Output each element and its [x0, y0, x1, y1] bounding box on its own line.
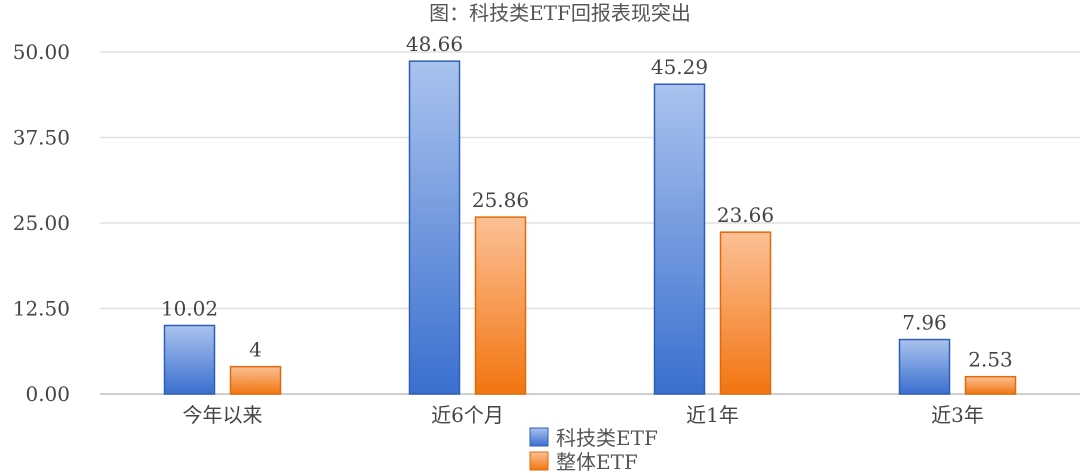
- y-tick-label: 25.00: [13, 211, 70, 235]
- data-label: 2.53: [968, 348, 1013, 372]
- y-tick-label: 0.00: [25, 382, 70, 406]
- bar-overall-etf: [474, 216, 527, 395]
- y-tick-label: 37.50: [13, 126, 70, 150]
- x-category-label: 近6个月: [431, 403, 504, 427]
- y-tick-label: 50.00: [13, 40, 70, 64]
- data-label: 4: [249, 338, 262, 362]
- data-label: 7.96: [902, 311, 947, 335]
- chart-title: 图：科技类ETF回报表现突出: [429, 1, 691, 25]
- x-category-label: 近3年: [931, 403, 984, 427]
- data-label: 48.66: [406, 32, 463, 56]
- data-label: 10.02: [161, 296, 218, 320]
- y-tick-label: 12.50: [13, 297, 70, 321]
- data-label: 23.66: [717, 203, 774, 227]
- legend-label-tech-etf: 科技类ETF: [556, 426, 658, 450]
- x-category-label: 近1年: [686, 403, 739, 427]
- bar-tech-etf: [898, 338, 951, 395]
- bar-overall-etf: [229, 365, 282, 395]
- bar-overall-etf: [719, 231, 772, 395]
- bar-tech-etf: [653, 83, 706, 395]
- data-label: 45.29: [651, 55, 708, 79]
- bar-tech-etf: [163, 324, 216, 395]
- bar-tech-etf: [408, 60, 461, 395]
- legend-swatch-tech-etf: [529, 427, 549, 447]
- bar-overall-etf: [964, 375, 1017, 395]
- legend-swatch-overall-etf: [529, 451, 549, 471]
- legend-label-overall-etf: 整体ETF: [556, 450, 638, 473]
- legend: 科技类ETF 整体ETF: [529, 426, 658, 473]
- x-category-label: 今年以来: [183, 403, 263, 427]
- data-label: 25.86: [472, 188, 529, 212]
